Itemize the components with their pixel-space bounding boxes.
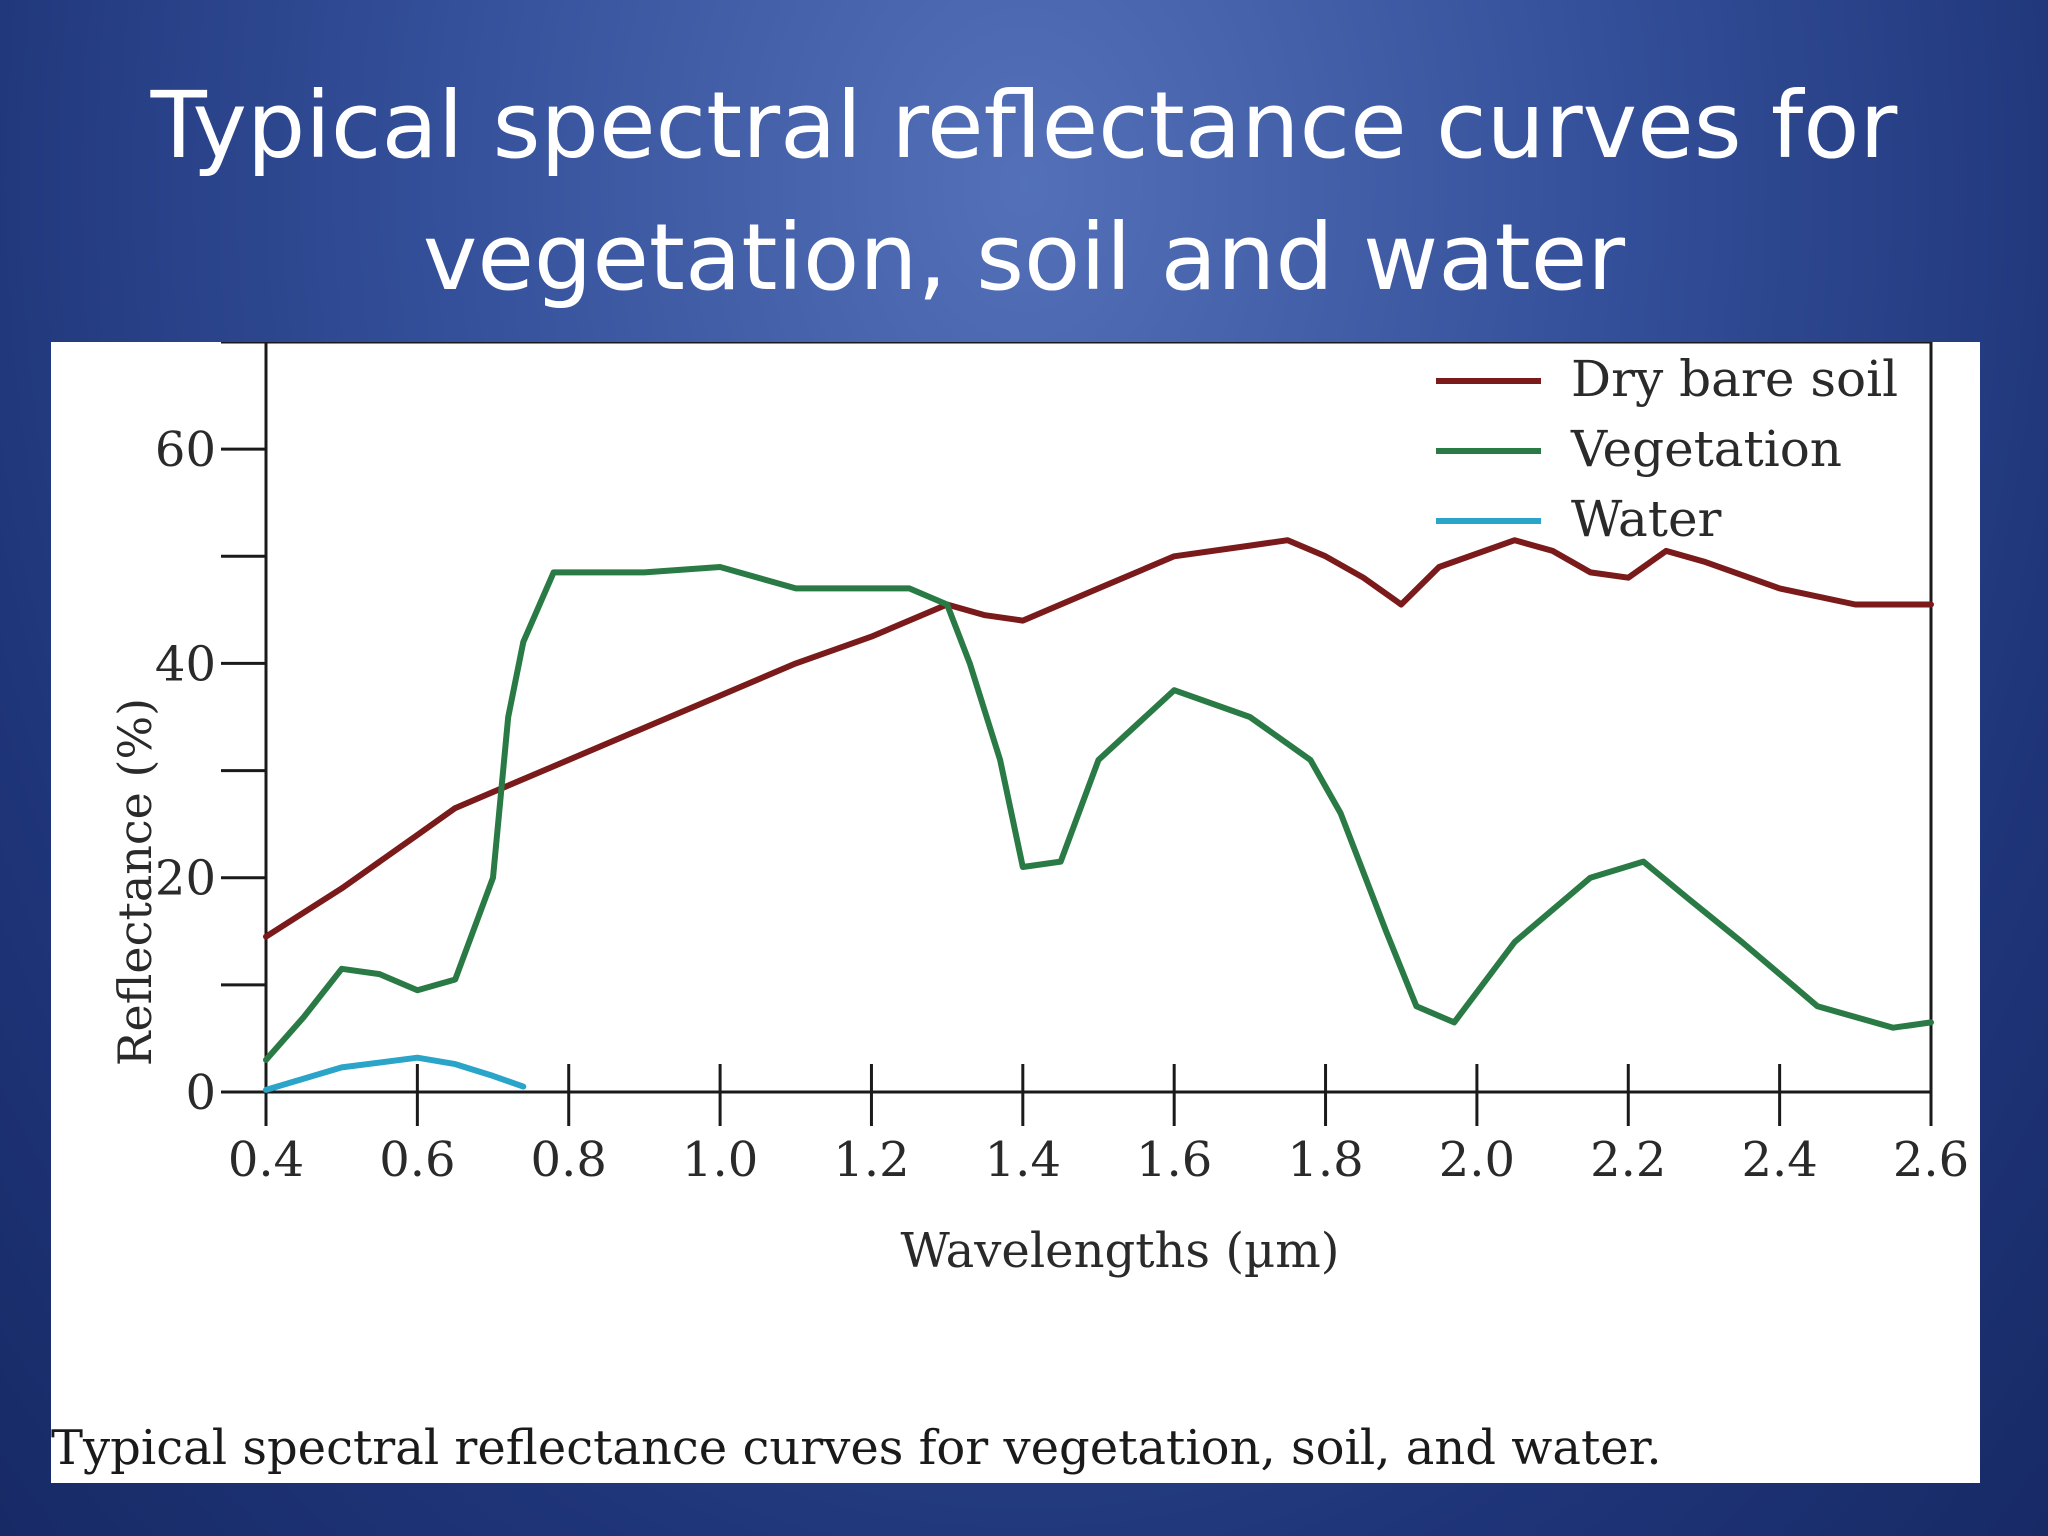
x-tick-label: 1.8: [1287, 1132, 1363, 1188]
y-tick-label: 0: [185, 1065, 216, 1121]
x-tick-label: 0.8: [531, 1132, 607, 1188]
y-tick-label: 40: [155, 636, 216, 692]
slide-title-line1: Typical spectral reflectance curves for: [150, 72, 1898, 179]
x-tick-label: 2.2: [1590, 1132, 1666, 1188]
x-tick-label: 2.4: [1741, 1132, 1817, 1188]
x-tick-label: 0.6: [379, 1132, 455, 1188]
y-tick-label: 20: [155, 851, 216, 907]
chart-axes: 0 20 40 60 0.4 0.6 0.8 1.0 1.2 1.4 1.6 1.8 2.0 2.2 2.4…: [155, 342, 1969, 1188]
x-tick-label: 1.2: [833, 1132, 909, 1188]
x-tick-label: 0.4: [228, 1132, 304, 1188]
series-line-vegetation: [263, 564, 1934, 1063]
x-tick-label: 2.0: [1439, 1132, 1515, 1188]
chart-panel: 0 20 40 60 0.4 0.6 0.8 1.0 1.2 1.4 1.6 1.8 2.0 2.2 2.4…: [51, 342, 1980, 1483]
reflectance-chart: 0 20 40 60 0.4 0.6 0.8 1.0 1.2 1.4 1.6 1.8 2.0 2.2 2.4…: [108, 342, 1969, 1279]
legend-label: Vegetation: [1570, 420, 1842, 478]
x-axis-label: Wavelengths (µm): [901, 1223, 1340, 1279]
series-line-water: [263, 1054, 527, 1093]
y-axis-label: Reflectance (%): [108, 698, 162, 1066]
x-tick-label: 1.6: [1136, 1132, 1212, 1188]
series-line-dry-bare-soil: [263, 537, 1934, 940]
x-tick-label: 1.4: [985, 1132, 1061, 1188]
x-tick-label: 2.6: [1893, 1132, 1969, 1188]
plot-frame: [264, 342, 1933, 1094]
slide-title-line2: vegetation, soil and water: [422, 204, 1626, 311]
slide-title: Typical spectral reflectance curves for …: [0, 60, 2048, 324]
legend-label: Dry bare soil: [1571, 350, 1898, 408]
legend-label: Water: [1571, 490, 1722, 548]
chart-legend: Dry bare soil Vegetation Water: [1436, 350, 1898, 548]
x-tick-label: 1.0: [682, 1132, 758, 1188]
y-tick-label: 60: [155, 422, 216, 478]
chart-series: [263, 537, 1934, 1093]
figure-caption: Typical spectral reflectance curves for …: [51, 1420, 1662, 1476]
